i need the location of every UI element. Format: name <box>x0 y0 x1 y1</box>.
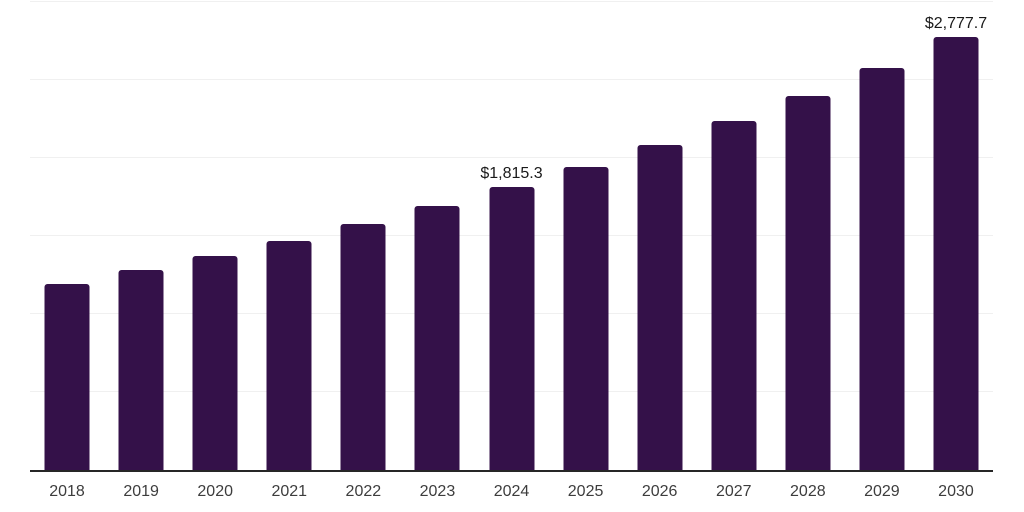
bar <box>192 255 238 470</box>
x-tick-label: 2020 <box>197 483 233 500</box>
x-tick-label: 2030 <box>938 483 974 500</box>
bar <box>637 144 683 470</box>
bar <box>340 223 386 470</box>
bar-value-label: $2,777.7 <box>924 14 988 32</box>
bar <box>785 95 831 470</box>
bar <box>859 67 905 470</box>
bar <box>563 166 609 470</box>
bar-slot <box>697 2 771 470</box>
bar-slot <box>400 2 474 470</box>
bar-slot <box>549 2 623 470</box>
bar <box>711 120 757 470</box>
x-tick-label: 2024 <box>493 483 530 500</box>
x-tick-label: 2027 <box>715 483 752 500</box>
plot-area: $1,815.3 $2,777.7 <box>30 1 993 472</box>
bar-slot <box>104 2 178 470</box>
bars-container: $1,815.3 $2,777.7 <box>30 2 993 470</box>
bar-slot <box>845 2 919 470</box>
x-tick-label: 2029 <box>864 483 900 500</box>
bar <box>414 205 460 470</box>
bar-slot <box>771 2 845 470</box>
bar <box>118 269 164 470</box>
bar <box>266 241 312 470</box>
x-tick-label: 2026 <box>641 483 678 500</box>
gridline <box>30 79 993 80</box>
bar-slot <box>623 2 697 470</box>
bar-slot <box>252 2 326 470</box>
x-axis-labels: 2018 2019 2020 2021 2022 2023 2024 2025 2026 2027… <box>30 482 993 502</box>
x-tick-label: 2025 <box>567 483 604 500</box>
bar-slot <box>178 2 252 470</box>
bar-slot <box>30 2 104 470</box>
x-tick-label: 2021 <box>271 483 308 500</box>
bar-value-label: $1,815.3 <box>480 164 543 182</box>
gridline <box>30 1 993 2</box>
x-tick-label: 2023 <box>419 483 456 500</box>
bar-slot: $2,777.7 <box>919 2 993 470</box>
bar-slot: $1,815.3 <box>474 2 548 470</box>
bar <box>489 186 534 470</box>
x-tick-label: 2019 <box>123 483 159 500</box>
bar <box>933 36 979 470</box>
x-tick-label: 2018 <box>49 483 85 500</box>
x-tick-label: 2028 <box>790 483 826 500</box>
bar <box>44 284 90 470</box>
bar-slot <box>326 2 400 470</box>
gridline <box>30 157 993 159</box>
x-tick-label: 2022 <box>345 483 382 500</box>
